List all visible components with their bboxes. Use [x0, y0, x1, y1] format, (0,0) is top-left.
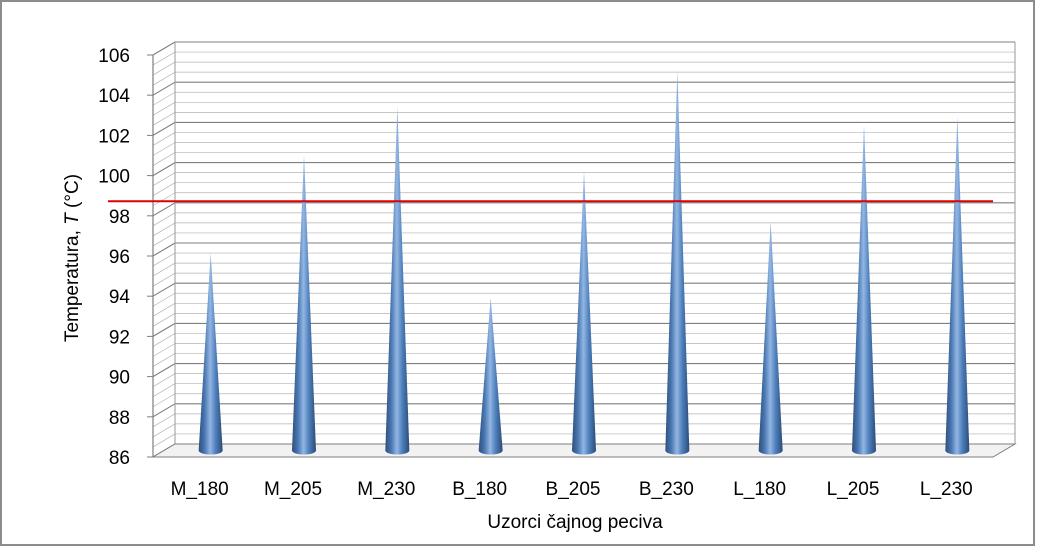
- gridline-side: [152, 212, 176, 227]
- x-axis-title: Uzorci čajnog peciva: [487, 512, 663, 533]
- y-tick-label: 100: [98, 167, 130, 188]
- y-axis-title-suffix: (°C): [62, 174, 83, 213]
- cone-body: [945, 116, 970, 455]
- cone-L_205: [852, 124, 876, 455]
- gridline-side: [152, 262, 176, 277]
- gridline-side: [152, 403, 176, 418]
- gridline-side: [152, 413, 176, 428]
- gridline-side: [152, 242, 176, 257]
- gridline-side: [152, 333, 176, 347]
- gridline-side: [152, 313, 176, 327]
- cone-body: [198, 253, 223, 455]
- gridline-side: [152, 292, 176, 307]
- cone-body: [665, 70, 690, 455]
- gridline-side: [152, 202, 176, 217]
- y-tick-label: 98: [109, 207, 130, 228]
- cone-B_180: [478, 297, 503, 455]
- gridline-side: [152, 71, 176, 86]
- gridline-side: [152, 322, 176, 337]
- x-tick-label: M_180: [171, 479, 229, 500]
- gridline-side: [152, 423, 176, 438]
- gridline-side: [152, 41, 176, 56]
- x-tick-label: L_180: [733, 479, 786, 500]
- y-tick-label: 104: [98, 86, 130, 107]
- cone-body: [852, 124, 876, 455]
- gridline-side: [152, 302, 176, 317]
- gridline-side: [152, 363, 176, 378]
- x-tick-label: M_230: [357, 479, 415, 500]
- gridline-side: [152, 192, 176, 207]
- gridline-side: [152, 112, 176, 126]
- x-tick-label: M_205: [264, 479, 322, 500]
- gridline-side: [152, 252, 176, 267]
- gridline-side: [152, 383, 176, 398]
- x-tick-label: B_205: [546, 479, 601, 500]
- cone-M_230: [385, 106, 410, 455]
- gridline-side: [152, 121, 176, 136]
- cone-body: [758, 221, 783, 455]
- gridline-side: [152, 343, 176, 357]
- cone-body: [292, 155, 316, 455]
- x-tick-labels: M_180 M_205 M_230 B_180 B_205 B_230 L_180 L_205…: [171, 479, 973, 500]
- x-tick-label: L_205: [827, 479, 880, 500]
- y-tick-label: 92: [109, 327, 130, 348]
- y-axis-title: Temperatura, T (°C): [62, 174, 83, 342]
- gridline-side: [152, 172, 176, 186]
- y-tick-label: 102: [98, 126, 130, 147]
- gridline-side: [152, 51, 176, 66]
- cone-L_180: [758, 221, 783, 455]
- y-tick-label: 106: [98, 46, 130, 67]
- gridline-side: [152, 272, 176, 287]
- y-tick-labels: 86 88 90 92 94 96 98 100 102 104 106: [98, 46, 153, 469]
- y-tick-label: 86: [109, 448, 130, 469]
- gridline-side: [152, 393, 176, 408]
- gridline-side: [152, 81, 176, 96]
- cone-B_230: [665, 70, 690, 455]
- cone-B_205: [572, 171, 596, 455]
- cone-M_180: [198, 253, 223, 455]
- cones: [198, 70, 970, 455]
- gridline-side: [152, 353, 176, 367]
- x-tick-label: B_230: [639, 479, 694, 500]
- gridline-side: [152, 282, 176, 297]
- gridline-side: [152, 101, 176, 116]
- y-tick-label: 96: [109, 247, 130, 268]
- gridline-side: [152, 162, 176, 177]
- cone-L_230: [945, 116, 970, 455]
- gridline-side: [152, 182, 176, 197]
- cone-body: [478, 297, 503, 455]
- y-axis-title-prefix: Temperatura,: [62, 225, 83, 342]
- gridline-side: [152, 232, 176, 247]
- gridline-side: [152, 91, 176, 106]
- cone-body: [385, 106, 410, 455]
- gridline-side: [152, 373, 176, 387]
- y-tick-label: 90: [109, 368, 130, 389]
- x-tick-label: L_230: [920, 479, 973, 500]
- gridline-side: [152, 142, 176, 156]
- cone-M_205: [292, 155, 316, 455]
- gridline-side: [152, 132, 176, 146]
- gridline-side: [152, 433, 176, 448]
- gridline-side: [152, 61, 176, 76]
- gridline-side: [152, 222, 176, 237]
- y-tick-label: 94: [109, 287, 131, 308]
- cone-body: [572, 171, 596, 455]
- y-axis-title-symbol: T: [62, 212, 83, 225]
- y-tick-label: 88: [109, 408, 130, 429]
- x-tick-label: B_180: [452, 479, 507, 500]
- gridline-side: [152, 152, 176, 166]
